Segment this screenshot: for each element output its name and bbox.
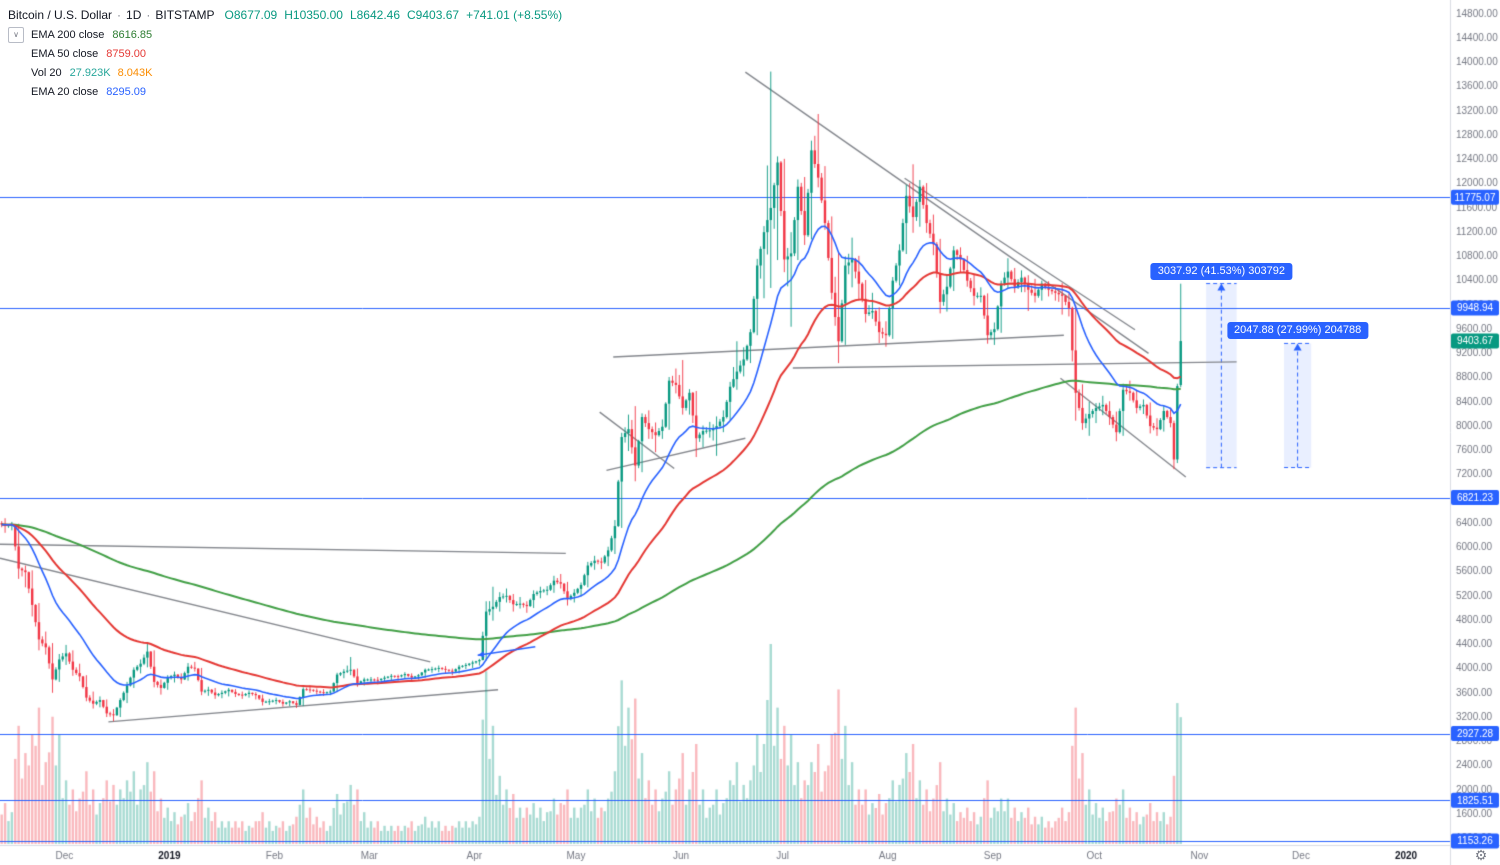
indicator-name: EMA 20 close — [31, 85, 99, 98]
ohlc-high: H10350.00 — [284, 8, 343, 22]
indicator-value: 8295.09 — [106, 85, 147, 98]
interval-label[interactable]: 1D — [126, 8, 142, 22]
symbol-name: Bitcoin / U.S. Dollar — [8, 8, 113, 22]
indicator-row-ema50[interactable]: EMA 50 close 8759.00 — [8, 44, 562, 63]
separator-dot: · — [146, 8, 151, 22]
indicator-row-volume[interactable]: Vol 20 27.923K 8.043K — [8, 63, 562, 82]
price-range-label-1[interactable]: 3037.92 (41.53%) 303792 — [1150, 262, 1292, 280]
ohlc-close: C9403.67 — [407, 8, 460, 22]
indicator-name: EMA 200 close — [31, 28, 105, 41]
indicator-value: 27.923K — [69, 66, 111, 79]
legend-panel: Bitcoin / U.S. Dollar · 1D · BITSTAMP O8… — [8, 5, 562, 101]
ohlc-open: O8677.09 — [224, 8, 278, 22]
indicator-value: 8616.85 — [112, 28, 153, 41]
exchange-label: BITSTAMP — [155, 8, 215, 22]
symbol-header[interactable]: Bitcoin / U.S. Dollar · 1D · BITSTAMP O8… — [8, 5, 562, 25]
indicator-name: Vol 20 — [31, 66, 62, 79]
indicator-value-2: 8.043K — [117, 66, 153, 79]
ohlc-change: +741.01 (+8.55%) — [466, 8, 563, 22]
settings-gear-icon[interactable]: ⚙ — [1474, 846, 1488, 863]
separator-dot: · — [117, 8, 122, 22]
chevron-down-icon[interactable]: ∨ — [8, 26, 24, 43]
indicator-row-ema20[interactable]: EMA 20 close 8295.09 — [8, 82, 562, 101]
indicator-name: EMA 50 close — [31, 47, 99, 60]
ohlc-values: O8677.09 H10350.00 L8642.46 C9403.67 +74… — [225, 8, 563, 22]
price-range-label-2[interactable]: 2047.88 (27.99%) 204788 — [1226, 322, 1369, 340]
indicator-value: 8759.00 — [106, 47, 147, 60]
indicator-row-ema200[interactable]: ∨ EMA 200 close 8616.85 — [8, 25, 562, 44]
ohlc-low: L8642.46 — [349, 8, 401, 22]
